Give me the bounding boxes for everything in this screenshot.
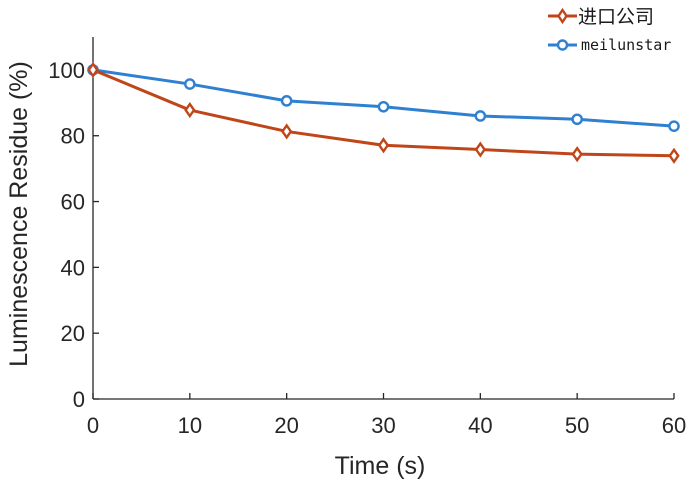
y-tick-label: 60 bbox=[61, 190, 85, 215]
data-point-circle bbox=[668, 120, 680, 132]
data-point-diamond bbox=[377, 137, 390, 154]
series-layer bbox=[87, 61, 680, 164]
x-axis-title: Time (s) bbox=[335, 452, 426, 480]
legend-diamond-marker bbox=[557, 7, 568, 25]
chart-axes bbox=[92, 37, 674, 400]
legend-label: 进口公司 bbox=[578, 6, 654, 28]
x-tick-label: 0 bbox=[87, 413, 99, 438]
y-tick-label: 0 bbox=[73, 387, 85, 412]
axis-ticks: 0 10 20 30 40 50 60 0 20 40 60 80 100 bbox=[48, 58, 686, 438]
y-axis-title: Luminescence Residue (%) bbox=[5, 61, 33, 367]
data-point-diamond bbox=[87, 61, 99, 79]
x-tick-label: 30 bbox=[371, 413, 395, 438]
x-tick-label: 50 bbox=[565, 413, 589, 438]
data-point-diamond bbox=[571, 146, 583, 163]
data-point-circle bbox=[280, 95, 293, 107]
legend-circle-marker bbox=[556, 39, 569, 51]
legend-item-import: 进口公司 bbox=[548, 6, 654, 28]
data-point-circle bbox=[474, 110, 487, 122]
data-point-diamond bbox=[281, 123, 293, 140]
data-point-circle bbox=[184, 78, 196, 90]
data-point-diamond bbox=[474, 141, 486, 158]
x-tick-label: 40 bbox=[468, 413, 492, 438]
x-tick-label: 10 bbox=[178, 413, 202, 438]
data-point-circle bbox=[571, 113, 583, 126]
y-tick-label: 80 bbox=[61, 124, 85, 149]
data-point-diamond bbox=[184, 101, 196, 119]
x-tick-label: 60 bbox=[662, 413, 686, 438]
legend-label: meilunstar bbox=[581, 36, 671, 54]
data-point-circle bbox=[377, 100, 390, 113]
y-tick-label: 100 bbox=[48, 58, 85, 83]
y-tick-label: 40 bbox=[61, 255, 85, 280]
x-tick-label: 20 bbox=[274, 413, 298, 438]
legend: 进口公司 meilunstar bbox=[548, 6, 671, 54]
data-point-diamond bbox=[668, 147, 680, 164]
series-line bbox=[92, 68, 675, 128]
series-import-company bbox=[87, 61, 680, 164]
y-tick-label: 20 bbox=[61, 321, 85, 346]
series-meilunstar bbox=[87, 64, 680, 132]
legend-item-meilunstar: meilunstar bbox=[548, 36, 671, 54]
